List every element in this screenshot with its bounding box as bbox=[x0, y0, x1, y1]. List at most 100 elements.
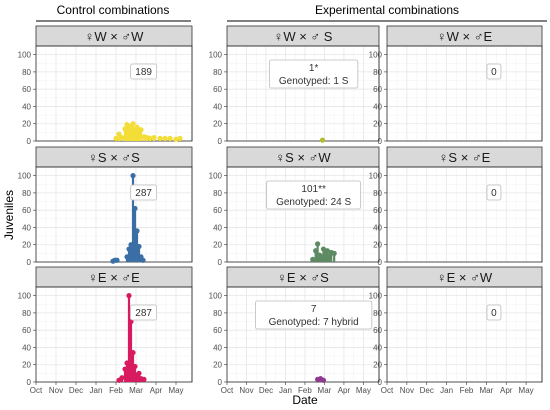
panel-title: ♀S × ♂E bbox=[439, 150, 491, 165]
count-label-box bbox=[486, 63, 502, 80]
count-label: 1* bbox=[309, 63, 319, 74]
data-point bbox=[130, 173, 136, 179]
panel-title: ♀E × ♂E bbox=[88, 270, 140, 285]
y-tick-label: 20 bbox=[373, 361, 382, 370]
x-axis-label: Date bbox=[292, 393, 318, 407]
y-tick-label: 60 bbox=[373, 85, 382, 94]
count-label: 101** bbox=[301, 184, 326, 195]
panel-title: ♀S × ♂S bbox=[88, 150, 140, 165]
panel-border bbox=[35, 286, 193, 383]
y-tick-label: 60 bbox=[373, 206, 382, 215]
panel-title: ♀W × ♂ S bbox=[274, 29, 333, 44]
x-tick-label: Apr bbox=[500, 386, 513, 395]
y-tick-label: 60 bbox=[373, 326, 382, 335]
data-point bbox=[130, 121, 136, 127]
y-tick-label: 60 bbox=[213, 85, 222, 94]
data-point bbox=[320, 377, 327, 383]
panel-plot-area bbox=[35, 166, 193, 263]
panel-title: ♀S × ♂W bbox=[275, 150, 331, 165]
control-header: Control combinations bbox=[57, 3, 170, 17]
data-point bbox=[324, 248, 330, 254]
y-tick-label: 20 bbox=[213, 241, 222, 250]
data-point bbox=[157, 135, 163, 142]
panel-plot-area bbox=[386, 166, 543, 263]
panel-ExE: ♀E × ♂E 0 20 40 60 80 100 Oct Nov Dec Jan Feb Mar Apr… bbox=[18, 266, 193, 395]
y-tick-label: 100 bbox=[209, 51, 223, 60]
y-tick-label: 100 bbox=[18, 292, 32, 301]
panel-plot-area bbox=[35, 45, 193, 142]
count-label: 287 bbox=[135, 188, 152, 199]
y-tick-label: 60 bbox=[213, 326, 222, 335]
y-tick-label: 0 bbox=[218, 378, 223, 387]
y-tick-label: 40 bbox=[213, 343, 222, 352]
y-tick-label: 60 bbox=[22, 326, 31, 335]
count-label-box bbox=[486, 184, 502, 201]
y-tick-label: 100 bbox=[369, 51, 383, 60]
y-tick-label: 20 bbox=[22, 120, 31, 129]
data-point bbox=[177, 135, 183, 142]
data-point bbox=[167, 135, 173, 142]
x-tick-label: Oct bbox=[30, 386, 43, 395]
panel-ExS: ♀E × ♂S 0 20 40 60 80 100 Oct Nov Dec Jan Feb Mar Apr… bbox=[209, 266, 380, 395]
y-tick-label: 0 bbox=[378, 378, 383, 387]
x-tick-label: Dec bbox=[69, 386, 83, 395]
genotyped-note: Genotyped: 24 S bbox=[276, 197, 351, 208]
x-tick-label: Mar bbox=[129, 386, 143, 395]
y-tick-label: 20 bbox=[213, 361, 222, 370]
y-tick-label: 0 bbox=[27, 137, 32, 146]
y-axis-label: Juveniles bbox=[2, 190, 16, 240]
data-point bbox=[119, 134, 125, 141]
panel-title: ♀W × ♂W bbox=[85, 29, 145, 44]
y-tick-label: 20 bbox=[22, 361, 31, 370]
count-label: 0 bbox=[491, 188, 497, 199]
panel-border bbox=[226, 166, 380, 263]
y-tick-label: 100 bbox=[18, 51, 32, 60]
y-tick-label: 80 bbox=[22, 189, 31, 198]
y-tick-label: 40 bbox=[373, 223, 382, 232]
y-tick-label: 80 bbox=[373, 309, 382, 318]
data-point bbox=[132, 363, 138, 370]
data-point bbox=[140, 257, 146, 263]
count-label-box bbox=[130, 63, 158, 80]
data-point bbox=[331, 250, 337, 256]
x-tick-label: Oct bbox=[381, 386, 394, 395]
y-tick-label: 100 bbox=[209, 172, 223, 181]
data-point bbox=[138, 127, 144, 133]
panel-border bbox=[386, 286, 543, 383]
panel-ExW: ♀E × ♂W 0 20 40 60 80 100 Oct Nov Dec Jan Feb Mar Apr… bbox=[369, 266, 543, 395]
y-tick-label: 100 bbox=[369, 292, 383, 301]
genotyped-note: Genotyped: 1 S bbox=[279, 76, 349, 87]
y-tick-label: 100 bbox=[369, 172, 383, 181]
panel-plot-area bbox=[386, 45, 543, 142]
x-tick-label: Nov bbox=[239, 386, 253, 395]
data-point bbox=[114, 257, 120, 263]
x-tick-label: Nov bbox=[49, 386, 63, 395]
y-tick-label: 80 bbox=[213, 309, 222, 318]
y-tick-label: 80 bbox=[373, 189, 382, 198]
data-point bbox=[162, 135, 168, 142]
count-label-box bbox=[269, 59, 359, 89]
data-point bbox=[132, 205, 138, 212]
y-tick-label: 40 bbox=[22, 223, 31, 232]
panel-WxW: ♀W × ♂W 0 20 40 60 80 100 189 bbox=[18, 25, 193, 146]
panel-SxE: ♀S × ♂E 0 20 40 60 80 100 0 bbox=[369, 146, 543, 267]
panel-plot-area bbox=[35, 286, 193, 383]
y-tick-label: 60 bbox=[213, 206, 222, 215]
y-tick-label: 80 bbox=[22, 68, 31, 77]
x-tick-label: Feb bbox=[460, 386, 474, 395]
panel-title: ♀E × ♂S bbox=[277, 270, 329, 285]
count-label-box bbox=[486, 304, 502, 321]
data-point bbox=[134, 228, 140, 234]
y-tick-label: 80 bbox=[22, 309, 31, 318]
y-tick-label: 40 bbox=[213, 223, 222, 232]
x-tick-label: May bbox=[356, 386, 371, 395]
panel-border bbox=[226, 45, 380, 142]
data-point bbox=[136, 243, 142, 250]
data-point bbox=[319, 137, 326, 143]
panel-border bbox=[226, 286, 380, 383]
y-tick-label: 40 bbox=[373, 102, 382, 111]
y-tick-label: 60 bbox=[22, 206, 31, 215]
genotyped-note: Genotyped: 7 hybrid bbox=[269, 317, 359, 328]
data-point bbox=[151, 134, 157, 141]
